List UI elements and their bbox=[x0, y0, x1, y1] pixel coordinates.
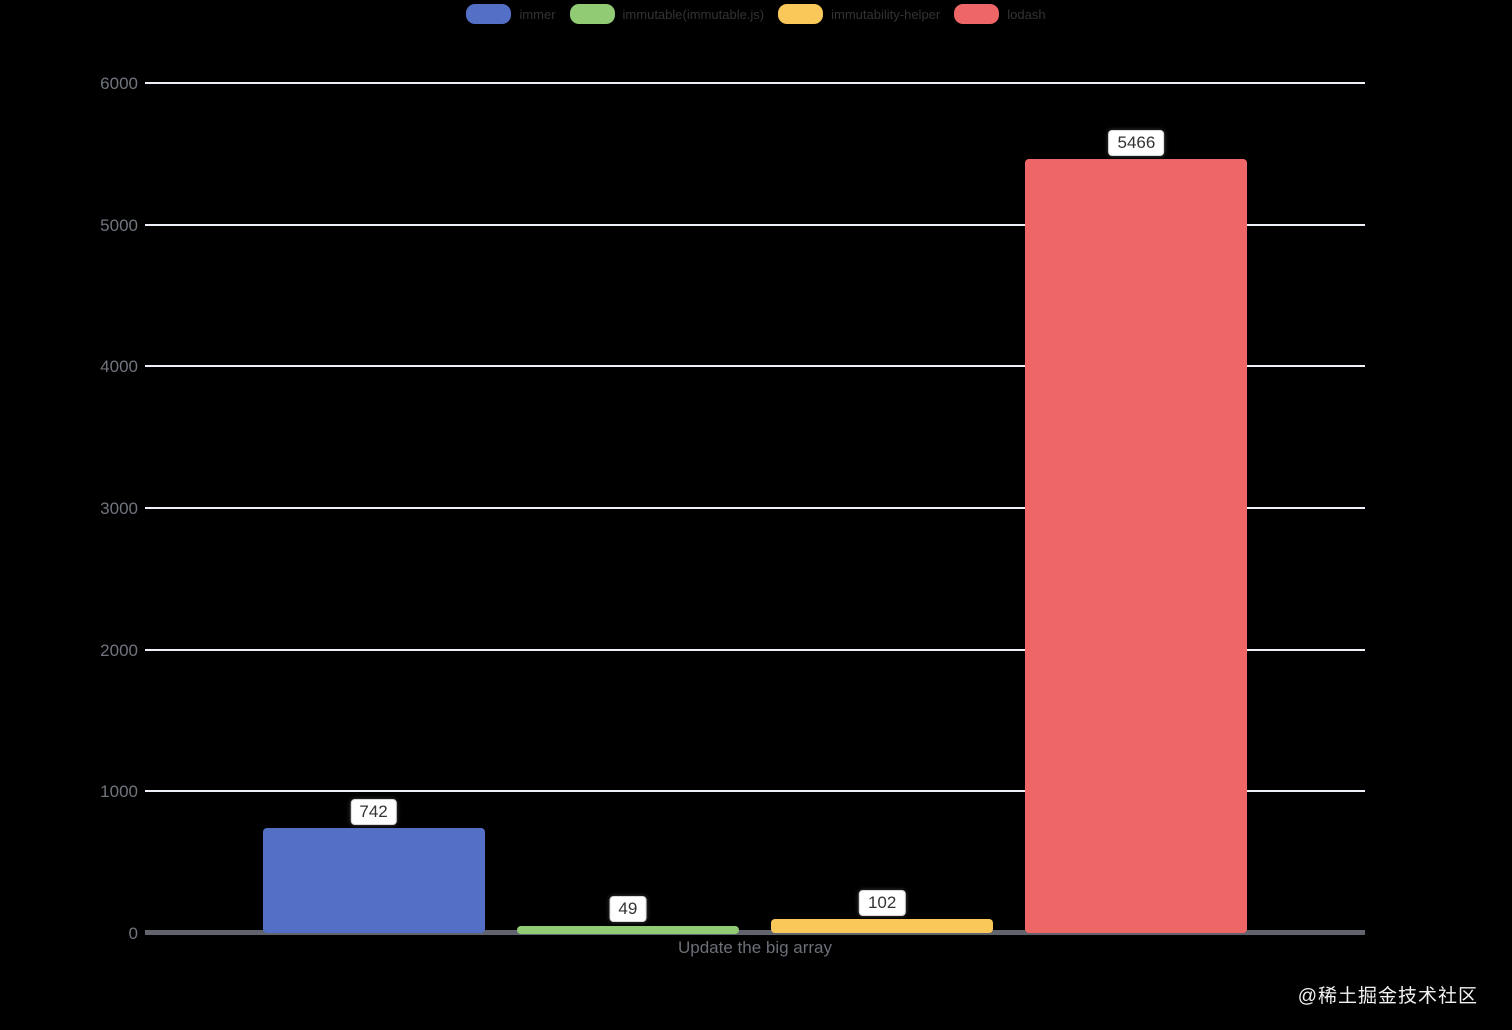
legend-swatch-icon bbox=[954, 4, 1000, 24]
gridline-4000 bbox=[145, 365, 1365, 368]
legend-item-label: immutability-helper bbox=[831, 6, 941, 22]
legend-swatch-icon bbox=[778, 4, 824, 24]
value-label-immutable-immutable-js: 49 bbox=[609, 896, 647, 922]
legend-swatch-icon bbox=[466, 4, 512, 24]
gridline-6000 bbox=[145, 82, 1365, 84]
y-tick-label-4000: 4000 bbox=[100, 357, 138, 377]
legend-item-immer[interactable]: immer bbox=[466, 4, 556, 24]
gridline-5000 bbox=[145, 223, 1365, 226]
value-label-immer: 742 bbox=[350, 798, 397, 825]
bar-immutability-helper bbox=[771, 918, 994, 933]
legend-item-immutability-helper[interactable]: immutability-helper bbox=[778, 4, 940, 24]
bar-immer bbox=[262, 827, 485, 933]
value-label-lodash: 5466 bbox=[1108, 129, 1165, 156]
y-tick-label-2000: 2000 bbox=[100, 640, 138, 660]
y-tick-label-1000: 1000 bbox=[100, 782, 138, 802]
gridline-1000 bbox=[145, 790, 1365, 793]
x-axis-line bbox=[145, 930, 1365, 935]
legend-item-label: lodash bbox=[1007, 6, 1046, 22]
legend-item-lodash[interactable]: lodash bbox=[954, 4, 1046, 24]
watermark: @稀土掘金技术社区 bbox=[1297, 986, 1478, 1007]
y-tick-label-0: 0 bbox=[128, 924, 138, 943]
y-tick-label-3000: 3000 bbox=[100, 499, 138, 518]
legend-item-label: immer bbox=[519, 6, 556, 22]
legend: immer immutable(immutable.js) immutability… bbox=[0, 4, 1512, 24]
gridline-3000 bbox=[145, 507, 1365, 509]
y-tick-label-5000: 5000 bbox=[100, 215, 138, 235]
y-tick-label-6000: 6000 bbox=[100, 74, 138, 93]
legend-item-label: immutable(immutable.js) bbox=[622, 6, 765, 22]
bar-lodash bbox=[1025, 158, 1248, 933]
value-label-immutability-helper: 102 bbox=[858, 889, 906, 916]
x-category-label: Update the big array bbox=[677, 938, 833, 957]
legend-item-immutable-immutable-js[interactable]: immutable(immutable.js) bbox=[569, 4, 765, 24]
legend-swatch-icon bbox=[569, 4, 615, 24]
gridline-2000 bbox=[145, 648, 1365, 651]
bar-immutable-immutable-js bbox=[516, 926, 739, 935]
